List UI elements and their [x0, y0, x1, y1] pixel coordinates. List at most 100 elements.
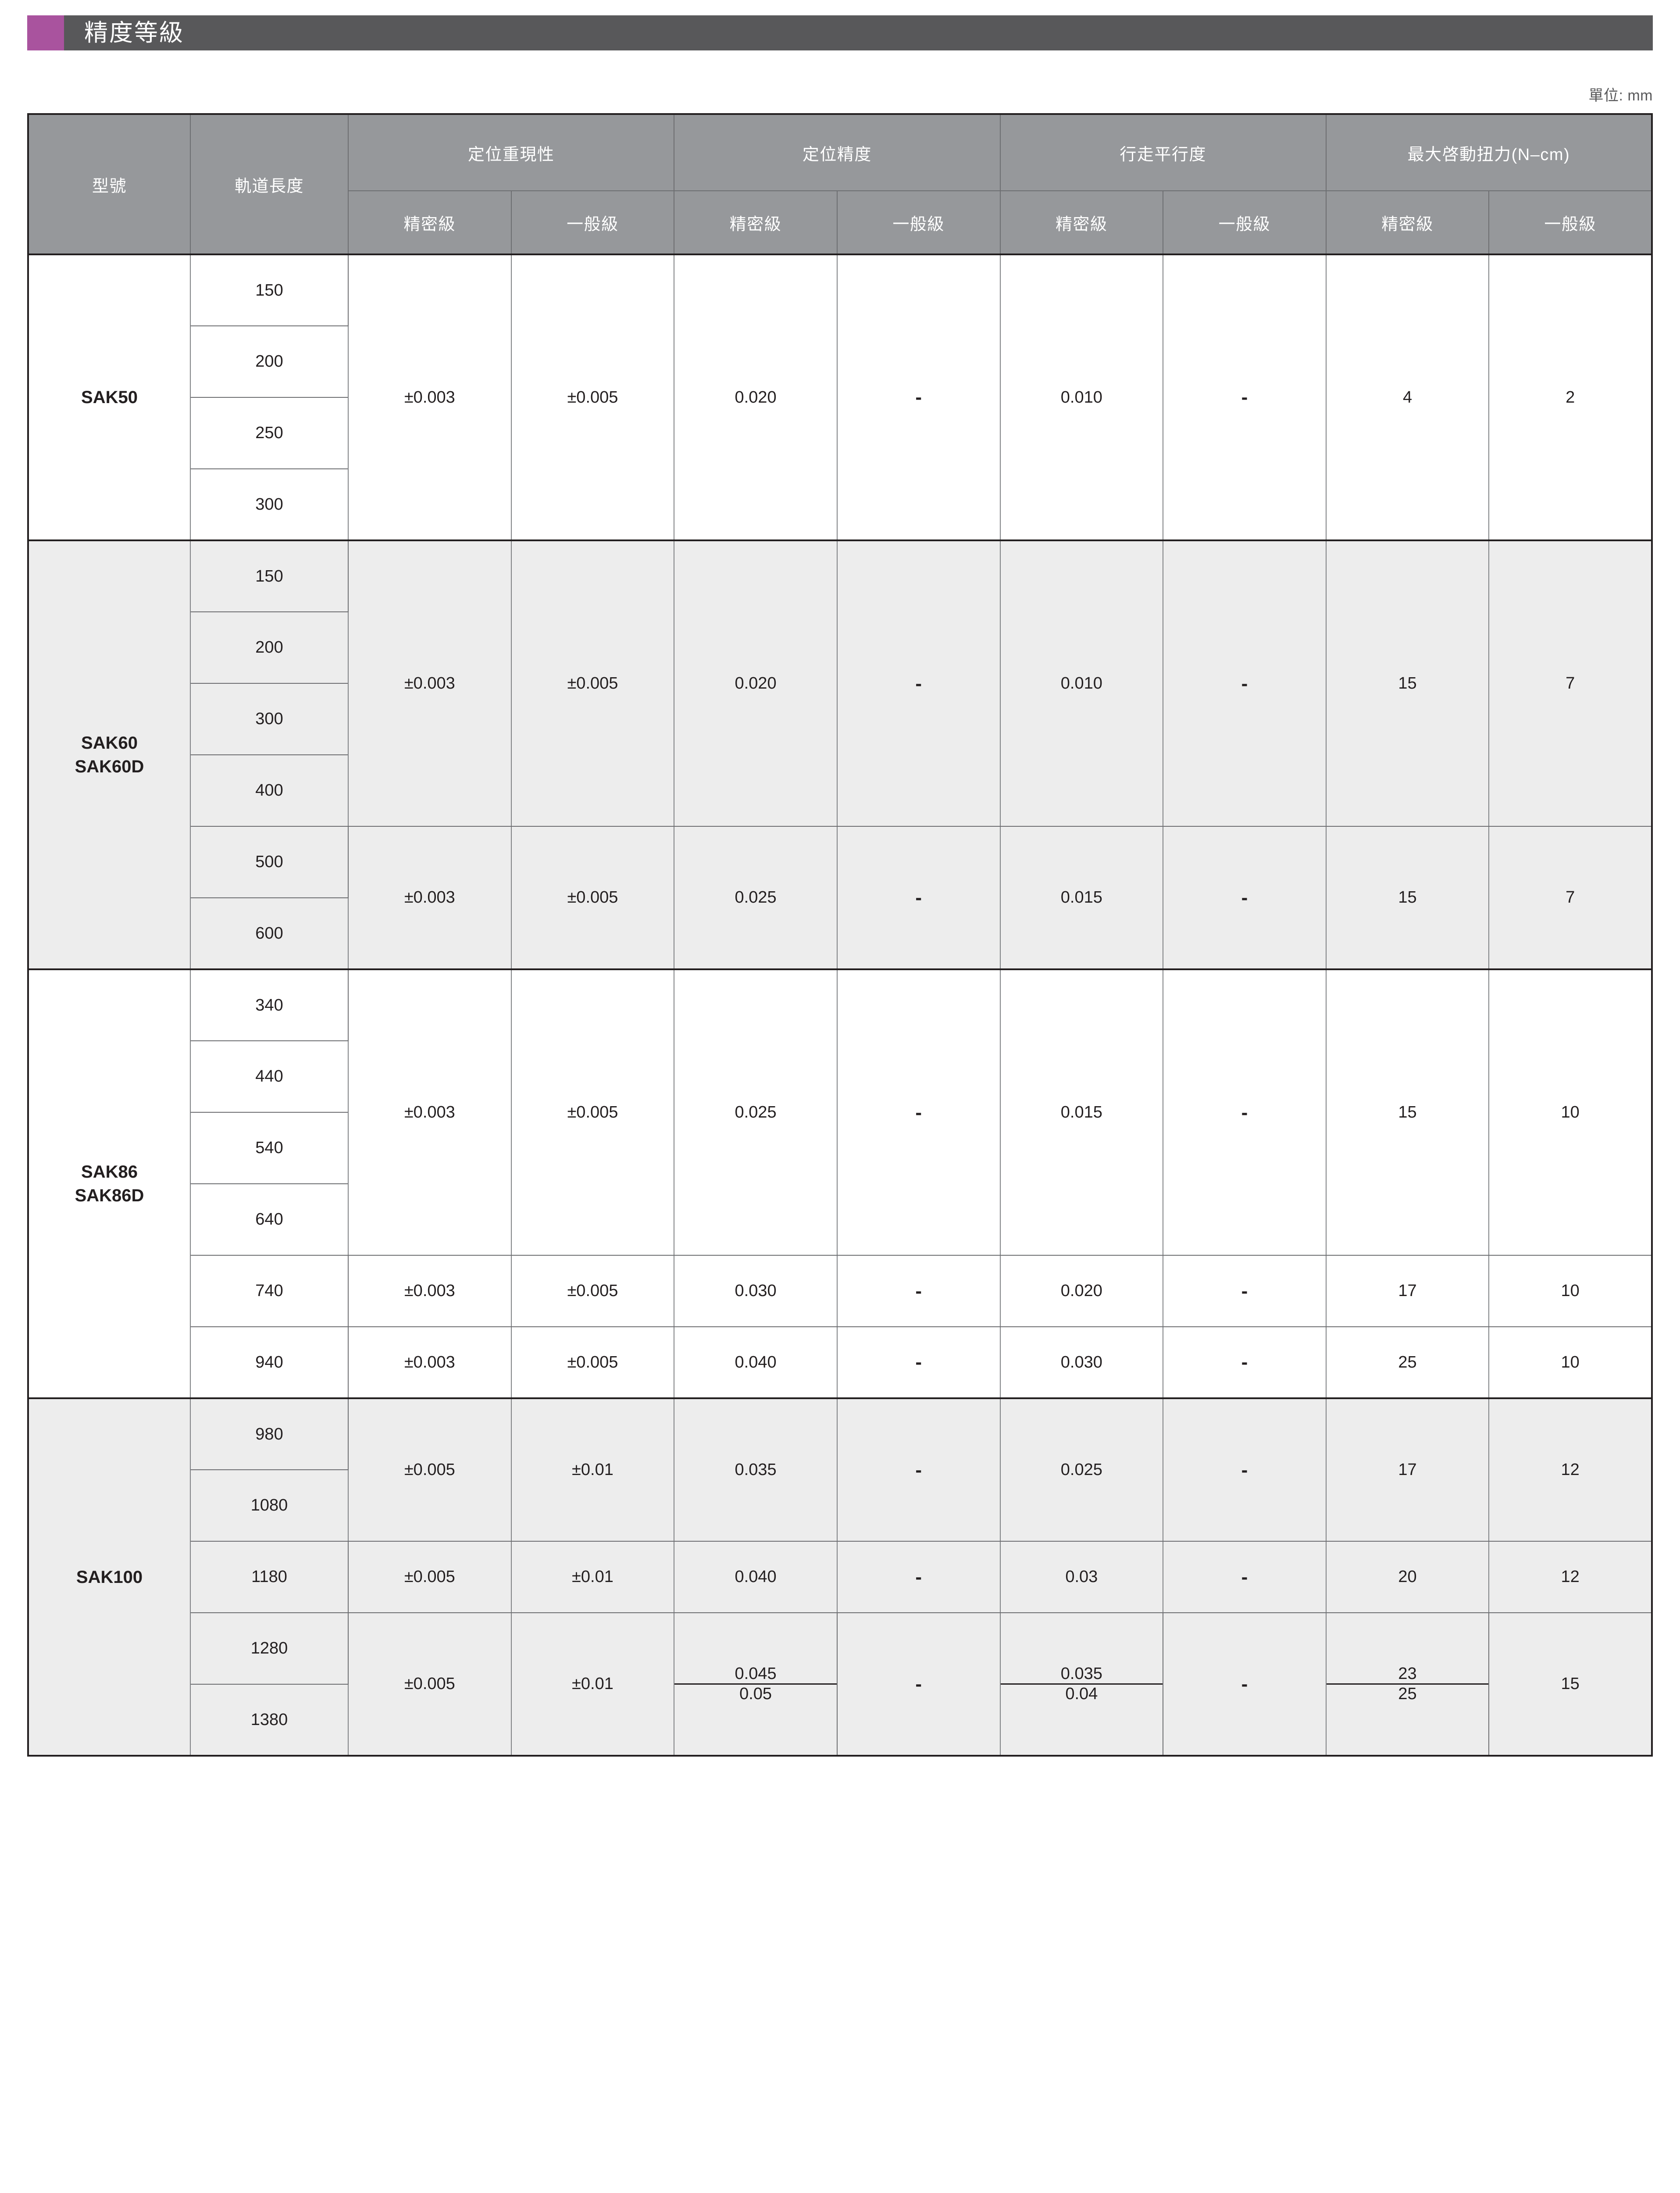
table-row: 940 ±0.003 ±0.005 0.040-0.030-25 10 — [28, 1326, 1652, 1399]
table-row: 600 — [28, 897, 1652, 970]
table-row: 400 — [28, 754, 1652, 827]
cell-rail-length: 400 — [190, 754, 349, 827]
cell-torque-general: 12 — [1488, 1541, 1652, 1613]
cell-rail-length: 340 — [190, 968, 349, 1041]
header-row-groups: 型號 軌道長度 定位重現性 定位精度 行走平行度 最大啓動扭力(N–cm) — [28, 113, 1653, 255]
col-header-torque-precision: 精密級 — [1325, 190, 1490, 255]
cell-torque-precision: 25 — [1325, 1326, 1490, 1399]
cell-torque-general: 12 — [1488, 1397, 1652, 1542]
cell-repeatability-precision: ±0.003 — [348, 968, 512, 1256]
cell-repeatability-general: ±0.005 — [510, 254, 675, 541]
cell-torque-precision: 17 — [1325, 1397, 1490, 1542]
cell-parallelism-precision: 0.035 0.04 — [999, 1612, 1164, 1756]
table-row: 250 — [28, 397, 1652, 469]
table-row: SAK86 SAK86D 340 ±0.003 ±0.005 0.025-0.015-15… — [28, 968, 1652, 1399]
cell-parallelism-precision: 0.015 — [999, 826, 1164, 970]
cell-rail-length: 500 — [190, 826, 349, 898]
cell-accuracy-precision: 0.030 — [674, 1255, 838, 1327]
cell-model: SAK100 — [28, 1397, 191, 1756]
cell-accuracy-precision: 0.025 — [674, 968, 838, 1256]
cell-torque-precision: 23 25 — [1325, 1612, 1490, 1756]
cell-model: SAK86 SAK86D — [28, 968, 191, 1399]
cell-accuracy-general: - — [836, 1397, 1001, 1542]
cell-accuracy-precision: 0.020 — [674, 539, 838, 827]
table-row: 200 — [28, 611, 1652, 684]
cell-rail-length: 940 — [190, 1326, 349, 1399]
cell-repeatability-general: ±0.01 — [510, 1612, 675, 1756]
cell-accuracy-general: - — [836, 1326, 1001, 1399]
table-row: 200 — [28, 325, 1652, 398]
table-row: SAK100 980 ±0.005 ±0.01 0.035-0.025-17 12 — [28, 1397, 1652, 1756]
cell-parallelism-general: - — [1163, 1255, 1327, 1327]
cell-accuracy-precision: 0.035 — [674, 1397, 838, 1542]
cell-accuracy-precision-bottom: 0.05 — [739, 1685, 772, 1703]
cell-rail-length: 600 — [190, 897, 349, 970]
cell-torque-precision-bottom: 25 — [1398, 1685, 1417, 1703]
cell-repeatability-precision: ±0.005 — [348, 1541, 512, 1613]
table-row: 1080 — [28, 1469, 1652, 1542]
cell-torque-precision: 17 — [1325, 1255, 1490, 1327]
cell-parallelism-precision: 0.030 — [999, 1326, 1164, 1399]
cell-rail-length: 150 — [190, 254, 349, 326]
cell-parallelism-general: - — [1163, 254, 1327, 541]
cell-rail-length: 640 — [190, 1183, 349, 1256]
cell-torque-precision: 4 — [1325, 254, 1490, 541]
cell-parallelism-precision: 0.025 — [999, 1397, 1164, 1542]
cell-parallelism-general: - — [1163, 1541, 1327, 1613]
cell-rail-length: 300 — [190, 468, 349, 541]
cell-rail-length: 1080 — [190, 1469, 349, 1542]
cell-torque-precision: 15 — [1325, 968, 1490, 1256]
cell-repeatability-general: ±0.01 — [510, 1541, 675, 1613]
col-header-parallelism-general: 一般級 — [1163, 190, 1327, 255]
cell-accuracy-precision: 0.040 — [674, 1541, 838, 1613]
title-body: 精度等級 — [64, 15, 1653, 50]
table-row: 1280 ±0.005 ±0.01 0.045 0.05-0.035 0.04-23 25 1… — [28, 1612, 1652, 1756]
table-row: 1380 — [28, 1684, 1652, 1757]
col-header-accuracy-precision: 精密級 — [674, 190, 838, 255]
cell-repeatability-precision: ±0.005 — [348, 1397, 512, 1542]
cell-torque-general: 2 — [1488, 254, 1652, 541]
cell-repeatability-precision: ±0.005 — [348, 1612, 512, 1756]
cell-torque-precision: 15 — [1325, 539, 1490, 827]
page-title: 精度等級 — [84, 20, 184, 46]
cell-accuracy-general: - — [836, 539, 1001, 827]
cell-torque-general: 7 — [1488, 826, 1652, 970]
cell-parallelism-general: - — [1163, 1326, 1327, 1399]
cell-accuracy-precision: 0.045 0.05 — [674, 1612, 838, 1756]
table-row: 500 ±0.003 ±0.005 0.025-0.015-15 7 — [28, 826, 1652, 970]
cell-rail-length: 740 — [190, 1255, 349, 1327]
cell-parallelism-precision: 0.010 — [999, 539, 1164, 827]
col-header-torque-general: 一般級 — [1488, 190, 1652, 255]
col-header-parallelism-precision: 精密級 — [999, 190, 1164, 255]
accuracy-grade-table-wrap: 型號 軌道長度 定位重現性 定位精度 行走平行度 最大啓動扭力(N–cm) 精密… — [27, 113, 1653, 1757]
table-row: 740 ±0.003 ±0.005 0.030-0.020-17 10 — [28, 1255, 1652, 1327]
cell-torque-general: 7 — [1488, 539, 1652, 827]
cell-accuracy-precision: 0.025 — [674, 826, 838, 970]
cell-rail-length: 1280 — [190, 1612, 349, 1685]
col-header-group-repeatability: 定位重現性 — [347, 113, 675, 191]
cell-parallelism-precision: 0.010 — [999, 254, 1164, 541]
cell-parallelism-general: - — [1163, 1612, 1327, 1756]
table-row: 540 — [28, 1112, 1652, 1184]
section-title-bar: 精度等級 — [27, 15, 1653, 50]
col-header-group-parallelism: 行走平行度 — [999, 113, 1327, 191]
cell-parallelism-general: - — [1163, 826, 1327, 970]
cell-accuracy-general: - — [836, 1255, 1001, 1327]
table-row: 440 — [28, 1040, 1652, 1113]
cell-rail-length: 250 — [190, 397, 349, 469]
cell-parallelism-precision: 0.015 — [999, 968, 1164, 1256]
cell-repeatability-general: ±0.005 — [510, 539, 675, 827]
cell-repeatability-general: ±0.005 — [510, 826, 675, 970]
table-row: 300 — [28, 683, 1652, 755]
col-header-group-torque: 最大啓動扭力(N–cm) — [1325, 113, 1653, 191]
cell-accuracy-general: - — [836, 1612, 1001, 1756]
cell-accuracy-general: - — [836, 826, 1001, 970]
col-header-repeatability-precision: 精密級 — [348, 190, 512, 255]
cell-parallelism-general: - — [1163, 539, 1327, 827]
model-name-line: SAK86D — [75, 1186, 144, 1205]
cell-rail-length: 1380 — [190, 1684, 349, 1757]
cell-rail-length: 150 — [190, 539, 349, 612]
title-accent-block — [27, 15, 64, 50]
cell-parallelism-precision: 0.03 — [999, 1541, 1164, 1613]
cell-accuracy-general: - — [836, 1541, 1001, 1613]
